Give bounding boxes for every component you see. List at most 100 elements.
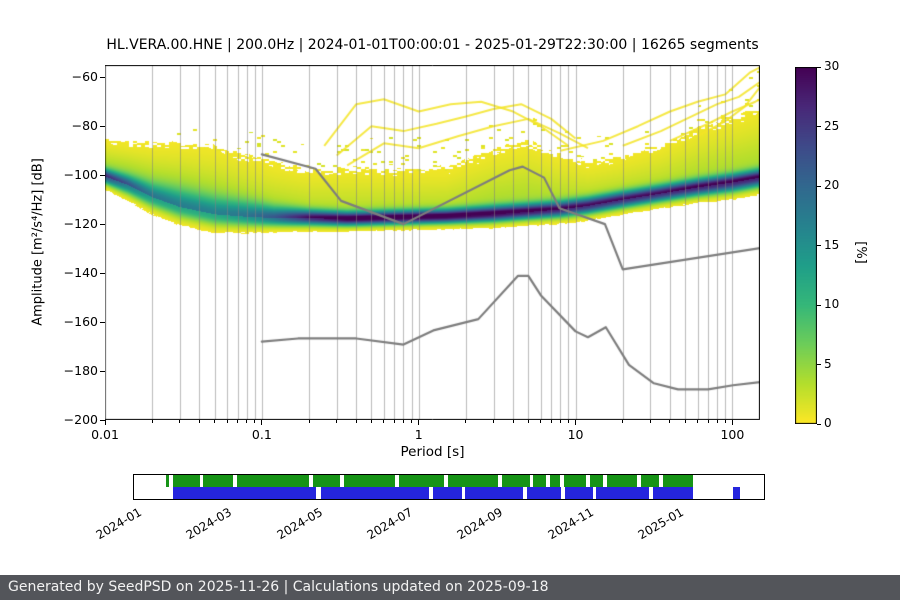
- x-minor-tick-mark: [669, 420, 671, 423]
- x-minor-tick-mark: [308, 420, 310, 423]
- x-minor-tick-mark: [527, 420, 529, 423]
- y-tick-label: −120: [63, 216, 98, 232]
- plot-title: HL.VERA.00.HNE | 200.0Hz | 2024-01-01T00…: [106, 37, 759, 53]
- y-tick-mark: [100, 321, 105, 323]
- y-tick-mark: [100, 125, 105, 127]
- x-minor-tick-mark: [697, 420, 699, 423]
- x-minor-tick-mark: [411, 420, 412, 423]
- x-minor-tick-mark: [214, 420, 216, 423]
- colorbar-gradient: [795, 67, 817, 424]
- y-tick-label: −160: [63, 314, 98, 330]
- timeline-segment-green: [563, 475, 587, 487]
- timeline-segment-green: [663, 475, 694, 487]
- coverage-timeline: [133, 474, 765, 500]
- footer-text: Generated by SeedPSD on 2025-11-26 | Cal…: [8, 579, 549, 595]
- timeline-date-label: 2024-01: [93, 505, 144, 543]
- x-minor-tick-mark: [198, 420, 200, 423]
- x-minor-tick-mark: [336, 420, 338, 423]
- timeline-segment-green: [640, 475, 659, 487]
- x-minor-tick-mark: [402, 420, 404, 423]
- timeline-date-label: 2024-05: [274, 505, 325, 543]
- x-tick-mark: [575, 420, 577, 425]
- x-minor-tick-mark: [246, 420, 248, 423]
- timeline-segment-green: [549, 475, 560, 487]
- colorbar-tick-mark: [817, 245, 821, 246]
- timeline-segment-green: [533, 475, 546, 487]
- x-minor-tick-mark: [254, 420, 256, 423]
- x-tick-mark: [418, 420, 420, 425]
- timeline-segment-blue: [527, 487, 562, 499]
- timeline-date-label: 2024-03: [183, 505, 235, 543]
- x-minor-tick-mark: [226, 420, 228, 423]
- x-minor-tick-mark: [493, 420, 495, 423]
- x-minor-tick-mark: [355, 420, 357, 423]
- timeline-segment-green: [165, 475, 170, 487]
- timeline-date-label: 2025-01: [635, 505, 687, 543]
- x-minor-tick-mark: [707, 420, 709, 423]
- colorbar-tick-label: 20: [824, 178, 840, 192]
- x-minor-tick-mark: [370, 420, 372, 423]
- timeline-segment-green: [501, 475, 530, 487]
- x-tick-mark: [104, 420, 106, 425]
- timeline-segment-blue: [653, 487, 694, 499]
- x-minor-tick-mark: [540, 420, 542, 423]
- colorbar-tick-label: 30: [824, 59, 840, 73]
- timeline-segment-green: [312, 475, 340, 487]
- y-tick-label: −100: [63, 167, 98, 183]
- timeline-segment-green: [606, 475, 637, 487]
- y-tick-label: −180: [63, 363, 98, 379]
- colorbar-tick-label: 15: [824, 237, 840, 252]
- footer-bar: Generated by SeedPSD on 2025-11-26 | Cal…: [0, 575, 900, 600]
- x-tick-mark: [261, 420, 263, 425]
- timeline-segment-green: [343, 475, 396, 487]
- x-minor-tick-mark: [649, 420, 651, 423]
- colorbar-tick-mark: [817, 304, 821, 306]
- x-tick-label: 1: [414, 427, 423, 442]
- timeline-segment-blue: [564, 487, 593, 499]
- colorbar-tick-mark: [817, 423, 821, 425]
- colorbar-tick-mark: [817, 185, 821, 187]
- timeline-segment-blue: [432, 487, 462, 499]
- colorbar-tick-mark: [817, 126, 821, 127]
- timeline-date-label: 2024-11: [545, 505, 596, 543]
- colorbar-tick-label: 5: [824, 356, 832, 371]
- x-tick-label: 10: [567, 427, 584, 442]
- x-axis-label: Period [s]: [400, 444, 465, 460]
- x-tick-label: 0.1: [251, 427, 272, 442]
- y-tick-mark: [100, 272, 105, 274]
- y-tick-label: −140: [63, 265, 98, 281]
- x-minor-tick-mark: [684, 420, 686, 423]
- x-minor-tick-mark: [179, 420, 181, 423]
- x-minor-tick-mark: [151, 420, 153, 423]
- ppsd-heatmap-canvas: [105, 65, 760, 420]
- y-axis-label: Amplitude [m²/s⁴/Hz] [dB]: [30, 158, 46, 326]
- x-minor-tick-mark: [559, 420, 561, 423]
- colorbar-label: [%]: [852, 241, 868, 264]
- x-minor-tick-mark: [512, 420, 514, 423]
- timeline-segment-green: [173, 475, 201, 487]
- y-tick-label: −200: [63, 412, 98, 427]
- x-minor-tick-mark: [383, 420, 385, 423]
- y-tick-mark: [100, 174, 105, 176]
- colorbar-tick-mark: [817, 364, 821, 365]
- timeline-segment-blue: [173, 487, 317, 499]
- x-tick-label: 0.01: [91, 427, 119, 442]
- x-tick-label: 100: [720, 427, 745, 442]
- x-minor-tick-mark: [393, 420, 395, 423]
- timeline-segment-green: [590, 475, 603, 487]
- y-tick-label: −60: [71, 69, 98, 85]
- x-minor-tick-mark: [724, 420, 726, 423]
- timeline-segment-green: [447, 475, 499, 487]
- timeline-segment-blue: [465, 487, 524, 499]
- x-minor-tick-mark: [237, 420, 239, 423]
- x-minor-tick-mark: [550, 420, 552, 423]
- y-tick-mark: [100, 223, 105, 225]
- colorbar-tick-label: 0: [824, 416, 832, 430]
- timeline-segment-green: [203, 475, 234, 487]
- y-tick-label: −80: [71, 118, 98, 134]
- timeline-segment-green: [236, 475, 310, 487]
- timeline-segment-blue: [320, 487, 429, 499]
- timeline-segment-green: [398, 475, 444, 487]
- timeline-date-label: 2024-07: [364, 505, 415, 543]
